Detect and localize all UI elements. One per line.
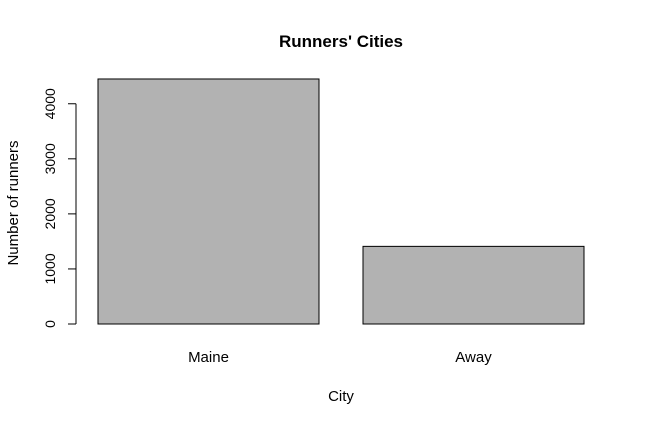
x-category-label: Away (455, 349, 492, 366)
y-tick-label: 4000 (42, 88, 58, 119)
y-tick-label: 1000 (42, 253, 58, 284)
bar-maine (97, 78, 320, 325)
y-axis-label: Number of runners (5, 140, 22, 265)
y-tick-label: 2000 (42, 198, 58, 229)
x-category-label: Maine (188, 349, 229, 366)
chart-title: Runners' Cities (279, 32, 403, 51)
x-axis-label: City (328, 388, 354, 405)
y-tick-label: 3000 (42, 143, 58, 174)
y-axis: 0 1000 2000 3000 4000 (42, 88, 77, 328)
bar-away (362, 245, 585, 325)
category-labels: Maine Away (188, 349, 492, 366)
y-tick-label: 0 (42, 320, 58, 328)
bars (97, 78, 585, 325)
